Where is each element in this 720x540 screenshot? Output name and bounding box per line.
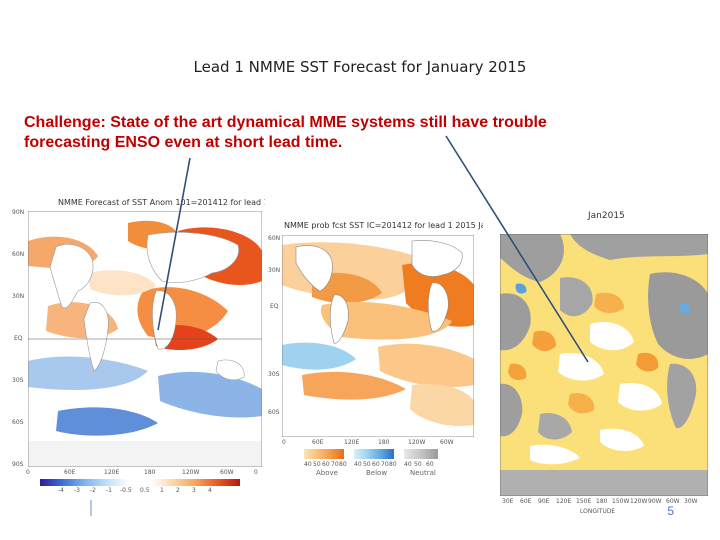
legend-label: 4 — [208, 487, 212, 494]
lon-label: 90W — [648, 498, 662, 505]
lon-label: 0 — [26, 469, 30, 476]
jan2015-map — [500, 234, 708, 496]
challenge-line-2: forecasting ENSO even at short lead time… — [24, 134, 343, 151]
legend-label: -3 — [74, 487, 80, 494]
jan2015-panel: Jan2015 — [488, 208, 710, 520]
lat-label: EQ — [270, 303, 279, 310]
lon-label: 180 — [378, 439, 390, 446]
legend-group-label: Neutral — [410, 469, 436, 477]
lon-label: 120E — [556, 498, 572, 505]
lon-label: 120E — [104, 469, 120, 476]
lon-label: 60E — [312, 439, 324, 446]
legend-label: 2 — [176, 487, 180, 494]
legend-tick: 60 — [372, 461, 380, 468]
legend-tick: 50 — [414, 461, 422, 468]
legend-tick: 40 — [304, 461, 312, 468]
lat-label: 60N — [268, 235, 281, 242]
legend-tick: 70 — [331, 461, 339, 468]
anomaly-colorbar — [40, 479, 240, 486]
lon-label: 120E — [344, 439, 360, 446]
lat-label: 60S — [268, 409, 280, 416]
legend-tick: 80 — [389, 461, 397, 468]
lon-label: 180 — [144, 469, 156, 476]
lon-label: 60E — [520, 498, 532, 505]
legend-label: -0.5 — [120, 487, 132, 494]
sst-anomaly-map — [28, 211, 262, 467]
legend-label: -4 — [58, 487, 64, 494]
legend-group-label: Above — [316, 469, 338, 477]
lat-label: 30N — [12, 293, 25, 300]
challenge-text: Challenge: State of the art dynamical MM… — [24, 113, 664, 153]
legend-label: 1 — [160, 487, 164, 494]
legend-tick: 60 — [322, 461, 330, 468]
legend-label: 0.5 — [140, 487, 150, 494]
sst-prob-title: NMME prob fcst SST IC=201412 for lead 1 … — [284, 221, 483, 230]
lon-label: 90E — [538, 498, 550, 505]
lon-label: 60W — [440, 439, 454, 446]
lon-label: 60W — [220, 469, 234, 476]
lat-label: EQ — [14, 335, 23, 342]
axis-label: LONGITUDE — [580, 508, 616, 515]
legend-group-label: Below — [366, 469, 388, 477]
lat-label: 30S — [268, 371, 280, 378]
lon-label: 180 — [596, 498, 608, 505]
slide-title: Lead 1 NMME SST Forecast for January 201… — [193, 58, 527, 76]
lon-label: 60W — [666, 498, 680, 505]
lon-label: 120W — [182, 469, 200, 476]
legend-tick: 40 — [354, 461, 362, 468]
lon-label: 120W — [408, 439, 426, 446]
lon-label: 0 — [254, 469, 258, 476]
lon-label: 120W — [630, 498, 648, 505]
legend-label: -1 — [106, 487, 112, 494]
lat-label: 60S — [12, 419, 24, 426]
lat-label: 30S — [12, 377, 24, 384]
lon-label: 60E — [64, 469, 76, 476]
legend-label: 3 — [192, 487, 196, 494]
legend-tick: 80 — [339, 461, 347, 468]
legend-tick: 70 — [381, 461, 389, 468]
legend-label: -2 — [90, 487, 96, 494]
legend-tick: 50 — [363, 461, 371, 468]
lon-label: 30E — [502, 498, 514, 505]
lon-label: 0 — [282, 439, 286, 446]
sst-prob-map — [282, 235, 474, 437]
lat-label: 60N — [12, 251, 25, 258]
sst-prob-panel: NMME prob fcst SST IC=201412 for lead 1 … — [268, 213, 483, 503]
page-number: 5 — [667, 504, 674, 518]
sst-anomaly-panel: NMME Forecast of SST Anom 101=201412 for… — [10, 195, 265, 495]
lon-label: 150W — [612, 498, 630, 505]
lat-label: 90N — [12, 209, 25, 216]
jan2015-title: Jan2015 — [588, 211, 625, 221]
legend-tick: 40 — [404, 461, 412, 468]
lat-label: 90S — [12, 461, 24, 468]
challenge-line-1: Challenge: State of the art dynamical MM… — [24, 114, 547, 131]
prob-legend: Above Below Neutral 40 50 60 70 80 40 50… — [304, 449, 483, 489]
lon-label: 30W — [684, 498, 698, 505]
legend-tick: 50 — [313, 461, 321, 468]
sst-anomaly-title: NMME Forecast of SST Anom 101=201412 for… — [58, 198, 265, 207]
legend-tick: 60 — [426, 461, 434, 468]
lat-label: 30N — [268, 267, 281, 274]
lon-label: 150E — [576, 498, 592, 505]
